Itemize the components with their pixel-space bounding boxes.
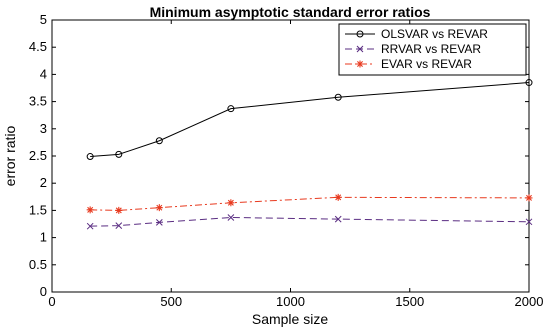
- series-3-point: [115, 206, 123, 214]
- series-3-point: [334, 193, 342, 201]
- y-tick-label: 1.5: [29, 202, 47, 217]
- series-2-point: [525, 218, 533, 226]
- y-tick-label: 2: [40, 175, 47, 190]
- series-line-1: [90, 82, 530, 158]
- series-2-point: [155, 219, 163, 226]
- series-3-point: [227, 199, 235, 207]
- plot-area: 0 500 1000 1500 2000 0 0.5 1 1.5 2 2.5 3 3.5 4 4.5 5: [29, 12, 544, 309]
- x-axis-title: Sample size: [252, 311, 328, 327]
- y-tick-label: 4: [40, 66, 47, 81]
- series-1-point: [525, 79, 533, 87]
- y-tick-label: 1: [40, 230, 47, 245]
- legend-marker-1: [356, 30, 364, 38]
- series-3-point: [525, 194, 533, 202]
- x-tick-label: 1000: [276, 294, 305, 309]
- y-tick-label: 2.5: [29, 148, 47, 163]
- legend-marker-2: [356, 45, 364, 53]
- y-tick-label: 5: [40, 12, 47, 27]
- series-1-point: [86, 153, 94, 161]
- series-2-point: [227, 214, 235, 221]
- y-axis-title: error ratio: [2, 125, 18, 186]
- series-3-point: [86, 206, 94, 214]
- legend-label-1: OLSVAR vs REVAR: [381, 27, 488, 41]
- legend-label-3: EVAR vs REVAR: [381, 57, 472, 71]
- series-1-point: [334, 93, 342, 101]
- x-tick-label: 2000: [515, 294, 544, 309]
- series-2-point: [334, 215, 342, 223]
- y-tick-label: 3.5: [29, 94, 47, 109]
- chart-title: Minimum asymptotic standard error ratios: [150, 4, 431, 20]
- series-1-point: [115, 150, 123, 158]
- series-1-point: [227, 105, 235, 113]
- series-3-point: [155, 204, 163, 212]
- y-tick-label: 4.5: [29, 39, 47, 54]
- y-tick-label: 3: [40, 121, 47, 136]
- legend-label-2: RRVAR vs REVAR: [381, 42, 481, 56]
- series-2-point: [86, 222, 94, 230]
- x-tick-label: 0: [48, 294, 55, 309]
- series-line-2: [90, 216, 530, 227]
- x-tick-label: 500: [160, 294, 182, 309]
- y-tick-label: 0: [40, 284, 47, 299]
- legend-marker-3: [356, 60, 364, 68]
- x-tick-label: 1500: [395, 294, 424, 309]
- series-1-point: [155, 137, 163, 145]
- y-tick-label: 0.5: [29, 257, 47, 272]
- series-2-point: [115, 222, 123, 229]
- series-line-3: [90, 196, 530, 211]
